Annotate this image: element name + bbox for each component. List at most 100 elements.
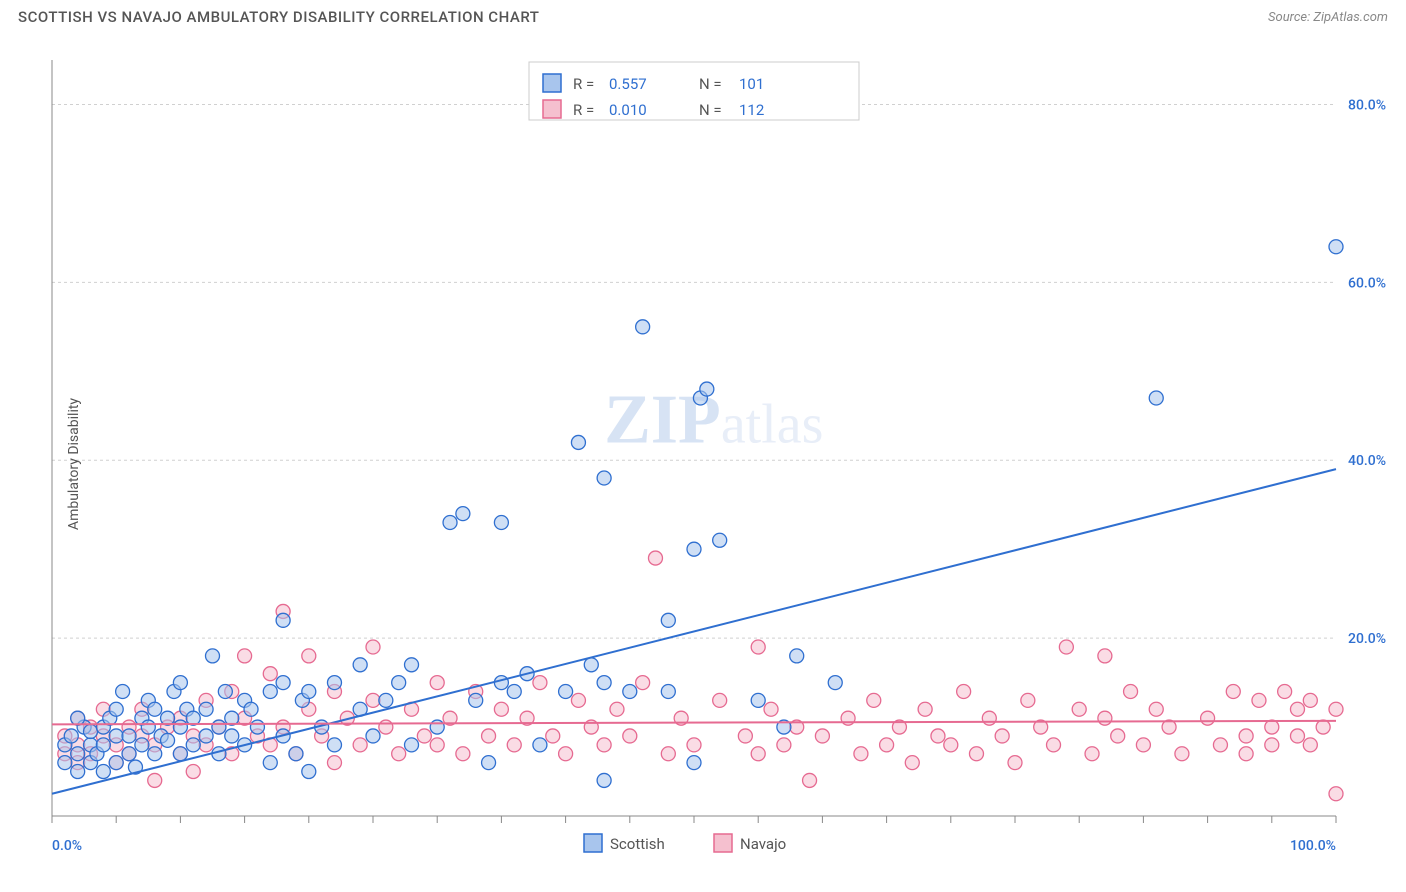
navajo-point [969, 747, 983, 761]
scottish-point [116, 684, 130, 698]
scottish-point [507, 684, 521, 698]
scottish-point [661, 613, 675, 627]
navajo-point [751, 640, 765, 654]
navajo-point [738, 729, 752, 743]
legend-n-value: 101 [739, 75, 764, 93]
navajo-point [1008, 756, 1022, 770]
y-tick-label: 40.0% [1348, 453, 1386, 469]
navajo-point [494, 702, 508, 716]
scottish-point [494, 676, 508, 690]
scottish-point [494, 515, 508, 529]
scottish-point [597, 773, 611, 787]
navajo-point [430, 738, 444, 752]
scottish-point [636, 320, 650, 334]
legend-n-value: 112 [739, 101, 764, 119]
navajo-point [546, 729, 560, 743]
scottish-point [302, 765, 316, 779]
navajo-point [1201, 711, 1215, 725]
navajo-point [1329, 787, 1343, 801]
scottish-point [571, 435, 585, 449]
navajo-point [918, 702, 932, 716]
navajo-point [1265, 738, 1279, 752]
scottish-point [559, 684, 573, 698]
legend-swatch [584, 834, 602, 852]
scottish-point [661, 684, 675, 698]
scottish-point [623, 684, 637, 698]
x-tick-label: 0.0% [52, 838, 82, 854]
navajo-point [148, 773, 162, 787]
scottish-point [327, 738, 341, 752]
scottish-point [533, 738, 547, 752]
navajo-point [366, 640, 380, 654]
scottish-point [212, 720, 226, 734]
scottish-point [597, 676, 611, 690]
scottish-point [263, 756, 277, 770]
scottish-point [71, 747, 85, 761]
scottish-point [71, 711, 85, 725]
scottish-point [250, 720, 264, 734]
navajo-point [327, 756, 341, 770]
legend-series-label: Navajo [740, 835, 786, 853]
y-tick-label: 80.0% [1348, 97, 1386, 113]
scottish-point [405, 658, 419, 672]
navajo-point [610, 702, 624, 716]
y-axis-label: Ambulatory Disability [66, 398, 82, 530]
scottish-point [96, 738, 110, 752]
scottish-point [244, 702, 258, 716]
navajo-point [302, 649, 316, 663]
scottish-point [96, 765, 110, 779]
legend-swatch [543, 100, 561, 118]
navajo-point [263, 667, 277, 681]
scottish-point [597, 471, 611, 485]
scottish-point [430, 720, 444, 734]
scottish-point [173, 747, 187, 761]
navajo-point [1239, 747, 1253, 761]
scottish-point [700, 382, 714, 396]
y-tick-label: 20.0% [1348, 631, 1386, 647]
navajo-point [507, 738, 521, 752]
navajo-point [1149, 702, 1163, 716]
navajo-point [238, 649, 252, 663]
navajo-point [1098, 649, 1112, 663]
navajo-point [1303, 738, 1317, 752]
scottish-point [687, 756, 701, 770]
navajo-point [1278, 684, 1292, 698]
navajo-point [944, 738, 958, 752]
navajo-point [533, 676, 547, 690]
navajo-point [1329, 702, 1343, 716]
navajo-point [1239, 729, 1253, 743]
scottish-point [64, 729, 78, 743]
legend-series-label: Scottish [610, 835, 665, 853]
scottish-point [687, 542, 701, 556]
scottish-point [148, 702, 162, 716]
scottish-point [482, 756, 496, 770]
scottish-point [366, 729, 380, 743]
chart-source: Source: ZipAtlas.com [1268, 10, 1388, 25]
scottish-point [405, 738, 419, 752]
navajo-point [957, 684, 971, 698]
scottish-point [173, 676, 187, 690]
scottish-point [456, 507, 470, 521]
scottish-point [199, 729, 213, 743]
scottish-point [109, 702, 123, 716]
scottish-point [790, 649, 804, 663]
legend-r-label: R = [573, 75, 594, 93]
scottish-point [148, 747, 162, 761]
navajo-point [905, 756, 919, 770]
navajo-point [1303, 693, 1317, 707]
scottish-point [584, 658, 598, 672]
navajo-point [777, 738, 791, 752]
scottish-point [199, 702, 213, 716]
navajo-point [1290, 702, 1304, 716]
y-tick-label: 60.0% [1348, 275, 1386, 291]
chart-header: SCOTTISH VS NAVAJO AMBULATORY DISABILITY… [0, 0, 1406, 30]
navajo-point [1072, 702, 1086, 716]
legend-swatch [714, 834, 732, 852]
scottish-point [289, 747, 303, 761]
scottish-point [276, 613, 290, 627]
navajo-point [430, 676, 444, 690]
navajo-point [1059, 640, 1073, 654]
navajo-point [1136, 738, 1150, 752]
navajo-point [1316, 720, 1330, 734]
scottish-point [122, 747, 136, 761]
